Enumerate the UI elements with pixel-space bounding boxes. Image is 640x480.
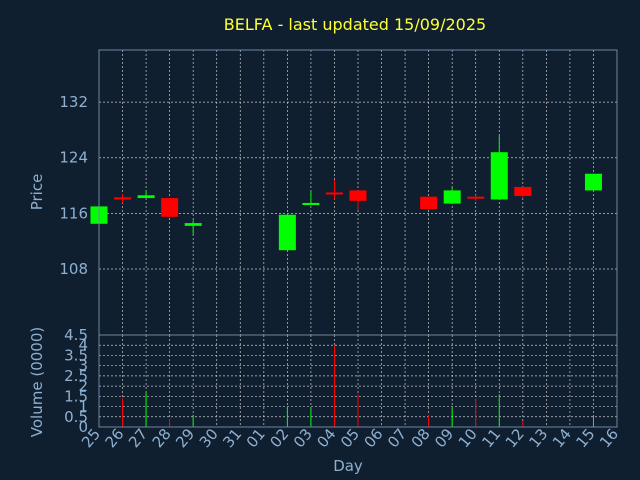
x-tick-label: 31 — [219, 425, 245, 451]
x-tick-label: 16 — [596, 425, 622, 451]
x-tick-label: 08 — [408, 425, 434, 451]
x-tick-label: 13 — [525, 425, 551, 451]
volume-y-tick-label: 2.5 — [64, 367, 88, 385]
volume-y-tick-label: 3 — [78, 357, 88, 375]
volume-y-tick-label: 1 — [78, 398, 88, 416]
volume-frame — [98, 334, 618, 428]
candle-body — [349, 190, 367, 201]
candle-body — [490, 152, 508, 200]
volume-panel: 00.511.522.533.544.5 Volume (0000) — [28, 326, 618, 437]
x-tick-label: 02 — [266, 425, 292, 451]
x-tick-label: 01 — [243, 425, 269, 451]
x-tick-label: 29 — [172, 425, 198, 451]
candle-body — [137, 195, 155, 199]
chart-title: BELFA - last updated 15/09/2025 — [224, 15, 486, 34]
x-tick-label: 03 — [290, 425, 316, 451]
x-tick-label: 14 — [549, 425, 575, 451]
x-tick-label: 26 — [102, 425, 128, 451]
volume-y-tick-label: 0.5 — [64, 408, 88, 426]
candle-body — [514, 186, 532, 196]
candle-body — [302, 202, 320, 206]
x-tick-label: 05 — [337, 425, 363, 451]
candle-body — [278, 214, 296, 251]
volume-y-tick-label: 3.5 — [64, 346, 88, 364]
volume-y-ticks: 00.511.522.533.544.5 — [64, 326, 88, 436]
x-tick-label: 07 — [384, 425, 410, 451]
volume-y-tick-label: 4 — [78, 336, 88, 354]
volume-bars — [98, 345, 594, 427]
price-y-tick-label: 132 — [59, 93, 88, 111]
candle-body — [467, 196, 485, 199]
volume-axis-label: Volume (0000) — [28, 327, 46, 437]
x-axis-label: Day — [333, 457, 363, 475]
x-tick-label: 04 — [313, 425, 339, 451]
x-tick-label: 09 — [431, 425, 457, 451]
candles — [90, 135, 602, 251]
price-y-tick-label: 116 — [59, 204, 88, 222]
x-tick-label: 15 — [572, 425, 598, 451]
x-tick-label: 12 — [502, 425, 528, 451]
x-tick-label: 10 — [455, 425, 481, 451]
x-tick-label: 28 — [149, 425, 175, 451]
candle-body — [443, 190, 461, 204]
price-panel: 108 116 124 132 Price — [28, 49, 618, 336]
candle-body — [161, 198, 179, 217]
candle-body — [420, 196, 438, 210]
volume-y-tick-label: 1.5 — [64, 387, 88, 405]
x-tick-label: 06 — [361, 425, 387, 451]
candle-body — [184, 223, 202, 226]
x-tick-label: 30 — [196, 425, 222, 451]
price-axis-label: Price — [28, 174, 46, 211]
x-axis-ticks: 2526272829303101020304050607080910111213… — [78, 425, 622, 451]
volume-y-tick-label: 2 — [78, 377, 88, 395]
volume-y-tick-label: 0 — [78, 418, 88, 436]
price-grid — [98, 50, 618, 335]
candle-body — [325, 192, 343, 195]
volume-y-tick-label: 4.5 — [64, 326, 88, 344]
price-y-ticks: 108 116 124 132 — [59, 93, 88, 278]
price-y-tick-label: 124 — [59, 149, 88, 167]
candle-body — [114, 197, 132, 200]
x-tick-label: 27 — [125, 425, 151, 451]
x-tick-label: 11 — [478, 425, 504, 451]
candle-body — [584, 173, 602, 191]
price-y-tick-label: 108 — [59, 260, 88, 278]
